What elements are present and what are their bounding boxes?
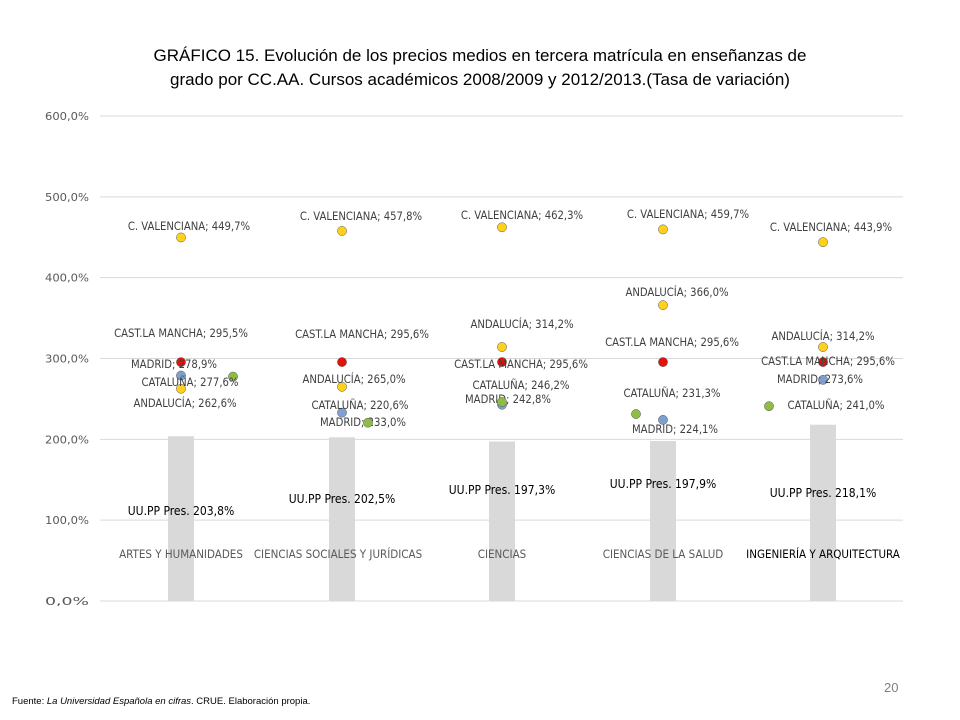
data-label-andaluc-a: ANDALUCÍA; 265,0% [302,373,406,386]
x-category-label: CIENCIAS DE LA SALUD [603,547,724,561]
bar [329,437,355,601]
data-point-cast-la-mancha [337,357,347,367]
bar [489,441,515,601]
bar [168,436,194,601]
data-point-catalu-a [228,371,238,382]
data-label-catalu-a: CATALUÑA; 277,6% [142,376,239,389]
data-label-madrid: MADRID; 273,6% [777,373,863,386]
data-label-andaluc-a: ANDALUCÍA; 314,2% [771,330,875,343]
y-tick-label: 500,0% [45,191,89,204]
chart-title: GRÁFICO 15. Evolución de los precios med… [60,44,900,92]
data-label-andaluc-a: ANDALUCÍA; 366,0% [625,286,729,299]
chart-title-line-2: grado por CC.AA. Cursos académicos 2008/… [170,70,790,89]
bar [810,424,836,601]
data-label-catalu-a: CATALUÑA; 231,3% [624,387,721,400]
data-point-catalu-a [363,417,373,428]
data-label-cast-la-mancha: CAST.LA MANCHA; 295,6% [605,336,739,349]
chart-title-line-1: GRÁFICO 15. Evolución de los precios med… [153,46,807,65]
data-label-cast-la-mancha: CAST.LA MANCHA; 295,5% [114,327,248,340]
data-point-madrid [176,370,186,381]
bar-value-label: UU.PP Pres. 218,1% [770,486,876,500]
y-tick-label: 0,0% [45,595,89,608]
data-point-andaluc-a [337,381,347,392]
data-label-madrid: MADRID; 278,9% [131,358,217,371]
data-label-catalu-a: CATALUÑA; 220,6% [312,399,409,412]
data-point-cast-la-mancha [497,357,507,367]
x-category-label: CIENCIAS [478,547,526,561]
data-point-catalu-a [764,401,774,412]
y-tick-label: 400,0% [45,272,89,285]
data-point-andaluc-a [497,342,507,352]
x-category-label: ARTES Y HUMANIDADES [119,547,243,561]
data-point-madrid [818,374,828,385]
data-label-andaluc-a: ANDALUCÍA; 262,6% [133,397,237,410]
data-point-cast-la-mancha [176,357,186,367]
bar-value-label: UU.PP Pres. 197,9% [610,477,716,491]
data-point-catalu-a [497,397,507,407]
data-label-c-valenciana: C. VALENCIANA; 459,7% [627,208,750,221]
data-point-catalu-a [631,409,641,419]
bar-value-label: UU.PP Pres. 197,3% [449,483,555,497]
data-label-cast-la-mancha: CAST.LA MANCHA; 295,6% [295,328,429,341]
source-prefix: Fuente: [12,696,47,707]
data-point-c-valenciana [497,222,507,233]
data-point-cast-la-mancha [818,357,828,367]
data-label-catalu-a: CATALUÑA; 246,2% [473,379,570,392]
data-label-madrid: MADRID; 224,1% [632,423,718,436]
data-point-cast-la-mancha [658,357,668,367]
data-point-andaluc-a [176,383,186,394]
source-note: Fuente: La Universidad Española en cifra… [12,696,310,707]
data-label-c-valenciana: C. VALENCIANA; 457,8% [300,210,423,223]
y-tick-label: 600,0% [45,110,89,123]
data-point-c-valenciana [658,224,668,235]
data-label-c-valenciana: C. VALENCIANA; 462,3% [461,209,584,222]
data-point-c-valenciana [337,226,347,236]
y-tick-label: 200,0% [45,433,89,446]
data-point-andaluc-a [658,300,668,310]
bar-value-label: UU.PP Pres. 202,5% [289,492,395,506]
data-point-madrid [658,415,668,425]
data-label-c-valenciana: C. VALENCIANA; 443,9% [770,221,893,234]
page-number: 20 [884,680,899,695]
data-label-andaluc-a: ANDALUCÍA; 314,2% [470,318,574,331]
x-category-label: INGENIERÍA Y ARQUITECTURA [746,546,900,561]
data-label-cast-la-mancha: CAST.LA MANCHA; 295,6% [454,358,588,371]
data-point-madrid [337,407,347,418]
bar-value-label: UU.PP Pres. 203,8% [128,504,234,518]
x-category-label: CIENCIAS SOCIALES Y JURÍDICAS [254,546,422,561]
data-label-c-valenciana: C. VALENCIANA; 449,7% [128,220,251,233]
data-point-c-valenciana [176,232,186,243]
y-tick-label: 300,0% [45,353,89,366]
bar [650,441,676,601]
source-suffix: . CRUE. Elaboración propia. [191,696,311,707]
data-label-cast-la-mancha: CAST.LA MANCHA; 295,6% [761,355,895,368]
data-point-c-valenciana [818,237,828,248]
source-work-title: La Universidad Española en cifras [46,696,192,707]
y-tick-label: 100,0% [45,514,89,527]
data-label-catalu-a: CATALUÑA; 241,0% [788,399,885,412]
data-label-madrid: MADRID; 242,8% [465,393,551,406]
data-point-andaluc-a [818,342,828,352]
